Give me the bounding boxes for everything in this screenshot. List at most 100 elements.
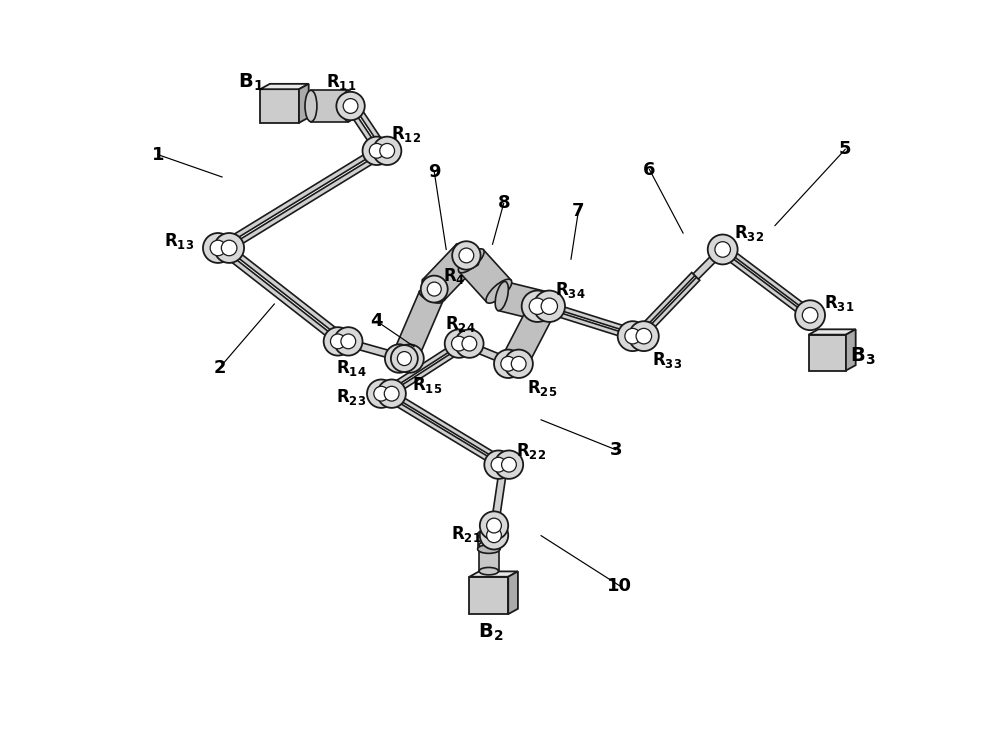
Circle shape	[373, 136, 401, 165]
Polygon shape	[693, 247, 725, 279]
Circle shape	[491, 458, 506, 472]
Text: $\mathbf{B_1}$: $\mathbf{B_1}$	[238, 71, 264, 93]
Circle shape	[484, 451, 513, 478]
Ellipse shape	[422, 279, 445, 301]
Polygon shape	[387, 344, 467, 398]
Circle shape	[455, 329, 484, 358]
Text: $\mathbf{R_4}$: $\mathbf{R_4}$	[443, 266, 466, 286]
Text: 9: 9	[428, 163, 440, 181]
Polygon shape	[224, 152, 385, 254]
Ellipse shape	[396, 344, 419, 358]
Text: 6: 6	[643, 160, 656, 178]
Circle shape	[445, 329, 473, 358]
Polygon shape	[469, 572, 518, 577]
Polygon shape	[387, 389, 507, 464]
Circle shape	[341, 334, 356, 349]
Text: $\mathbf{R_{13}}$: $\mathbf{R_{13}}$	[164, 230, 194, 251]
Circle shape	[380, 143, 395, 158]
Polygon shape	[544, 301, 640, 335]
Polygon shape	[846, 329, 856, 370]
Circle shape	[421, 275, 448, 302]
Polygon shape	[490, 464, 507, 531]
Text: 4: 4	[370, 312, 383, 330]
Polygon shape	[220, 146, 381, 247]
Polygon shape	[463, 340, 515, 368]
Polygon shape	[342, 338, 405, 362]
Circle shape	[384, 386, 399, 401]
Ellipse shape	[305, 90, 317, 122]
Circle shape	[802, 308, 818, 323]
Circle shape	[391, 345, 418, 372]
Text: $\mathbf{R_{34}}$: $\mathbf{R_{34}}$	[555, 280, 586, 300]
Polygon shape	[384, 394, 503, 470]
Polygon shape	[383, 339, 464, 393]
Polygon shape	[501, 299, 556, 371]
Circle shape	[374, 386, 389, 401]
Circle shape	[480, 521, 508, 550]
Polygon shape	[353, 103, 387, 150]
Ellipse shape	[539, 292, 552, 321]
Bar	[469, 577, 508, 614]
Circle shape	[495, 451, 523, 478]
Circle shape	[210, 240, 226, 256]
Ellipse shape	[458, 249, 484, 273]
Polygon shape	[542, 308, 638, 341]
Text: $\mathbf{R_{21}}$: $\mathbf{R_{21}}$	[451, 524, 481, 544]
Circle shape	[618, 321, 648, 351]
Circle shape	[336, 92, 365, 120]
Text: 5: 5	[839, 140, 851, 158]
Ellipse shape	[479, 568, 499, 574]
Circle shape	[392, 351, 407, 366]
Circle shape	[343, 98, 358, 113]
Ellipse shape	[456, 244, 479, 266]
Circle shape	[480, 512, 508, 540]
Circle shape	[330, 334, 345, 349]
Circle shape	[402, 351, 417, 366]
Circle shape	[385, 344, 413, 373]
Circle shape	[369, 143, 384, 158]
Ellipse shape	[419, 290, 443, 303]
Circle shape	[715, 242, 730, 257]
Circle shape	[459, 248, 474, 262]
Polygon shape	[723, 245, 813, 314]
Circle shape	[625, 328, 640, 344]
Circle shape	[214, 233, 244, 263]
Circle shape	[377, 380, 406, 408]
Circle shape	[487, 528, 501, 543]
Text: 3: 3	[610, 441, 622, 459]
Ellipse shape	[501, 357, 525, 373]
Circle shape	[452, 242, 481, 270]
Bar	[260, 89, 299, 123]
Text: 8: 8	[497, 194, 510, 212]
Text: 7: 7	[572, 202, 585, 220]
Circle shape	[522, 290, 553, 322]
Circle shape	[487, 518, 501, 533]
Circle shape	[363, 136, 391, 165]
Circle shape	[334, 327, 363, 356]
Polygon shape	[459, 250, 511, 302]
Polygon shape	[479, 545, 499, 572]
Text: $\mathbf{B_3}$: $\mathbf{B_3}$	[850, 346, 875, 367]
Ellipse shape	[486, 279, 512, 303]
Text: $\mathbf{R_{24}}$: $\mathbf{R_{24}}$	[445, 314, 476, 334]
Polygon shape	[498, 281, 549, 321]
Circle shape	[636, 328, 652, 344]
Ellipse shape	[532, 298, 556, 313]
Circle shape	[534, 290, 565, 322]
Polygon shape	[224, 243, 347, 340]
Text: $\mathbf{R_{22}}$: $\mathbf{R_{22}}$	[516, 441, 546, 461]
Circle shape	[501, 356, 516, 371]
Polygon shape	[396, 291, 443, 356]
Text: $\mathbf{R_{31}}$: $\mathbf{R_{31}}$	[824, 293, 854, 314]
Circle shape	[629, 321, 659, 351]
Circle shape	[452, 336, 466, 351]
Circle shape	[504, 350, 533, 378]
Ellipse shape	[342, 90, 354, 122]
Circle shape	[221, 240, 237, 256]
Circle shape	[502, 458, 516, 472]
Polygon shape	[508, 572, 518, 614]
Polygon shape	[299, 84, 309, 123]
Polygon shape	[423, 244, 478, 300]
Ellipse shape	[478, 530, 500, 538]
Text: 2: 2	[214, 358, 226, 376]
